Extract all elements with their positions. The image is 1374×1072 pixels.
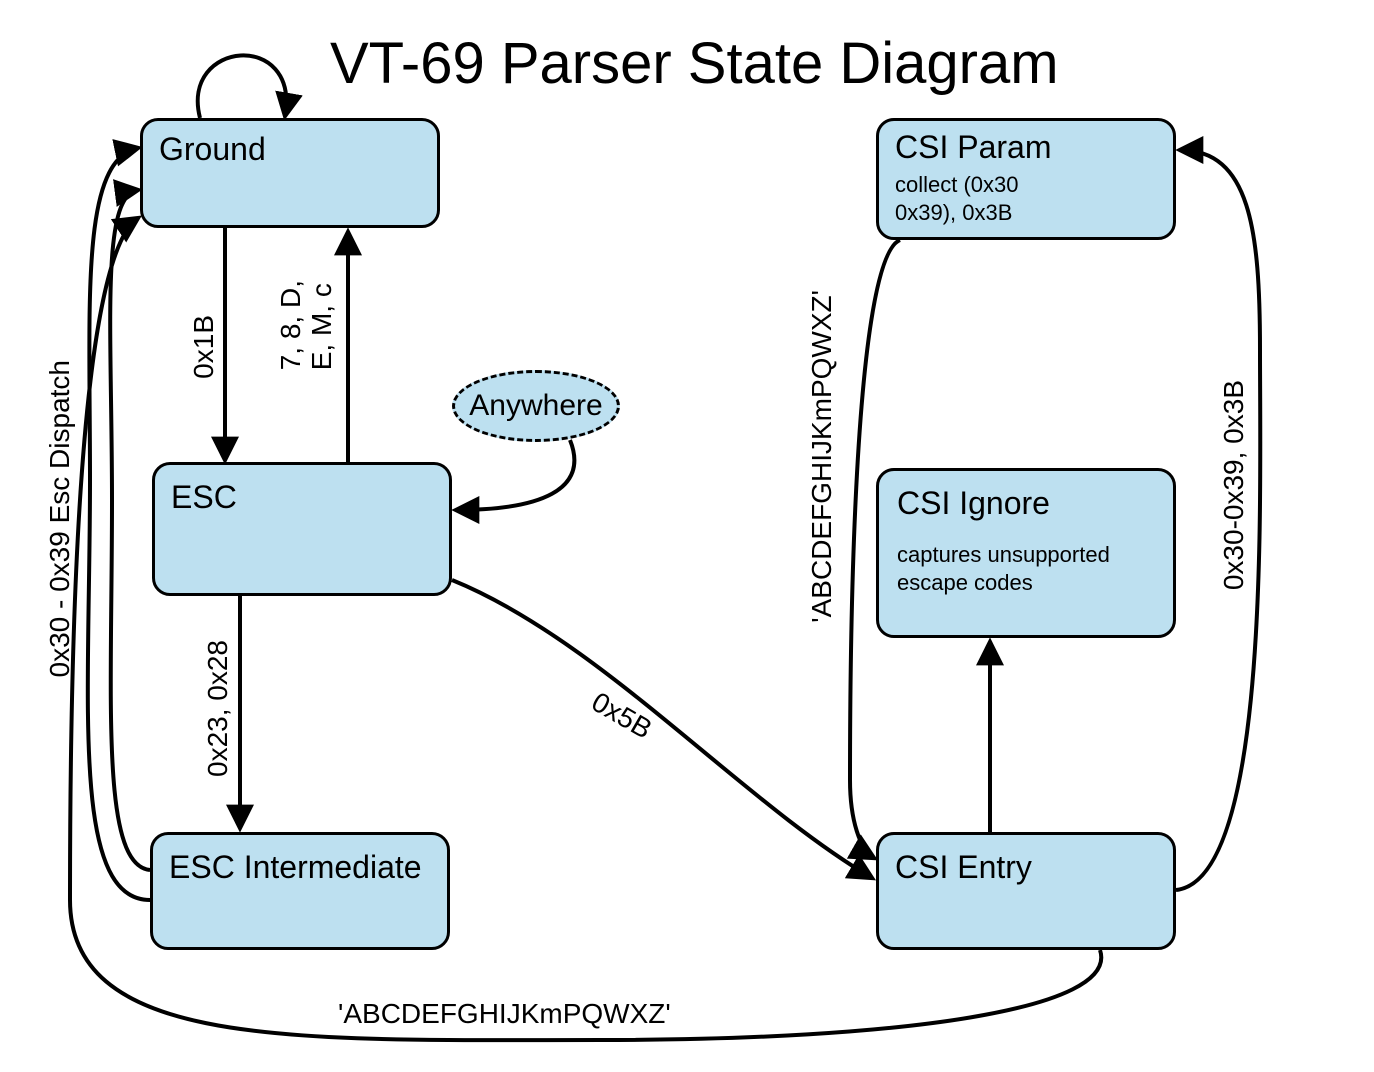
state-csi-ignore-sub: captures unsupported escape codes xyxy=(897,541,1110,596)
state-ground: Ground xyxy=(140,118,440,228)
state-ground-label: Ground xyxy=(159,131,266,168)
diagram-canvas: VT-69 Parser State Diagram Ground ESC ES… xyxy=(0,0,1374,1072)
state-csi-param: CSI Param collect (0x30 0x39), 0x3B xyxy=(876,118,1176,240)
edge-label-esc-to-csientry: 0x5B xyxy=(586,686,657,746)
state-esc-intermediate: ESC Intermediate xyxy=(150,832,450,950)
edge-label-esc-to-ground: 7, 8, D, E, M, c xyxy=(276,280,338,370)
state-csi-ignore: CSI Ignore captures unsupported escape c… xyxy=(876,468,1176,638)
state-esc-label: ESC xyxy=(171,479,237,516)
edge-escint-to-ground-b xyxy=(110,190,150,870)
edge-label-csiparam-to-ground: 'ABCDEFGHIJKmPQWXZ' xyxy=(806,290,838,623)
edge-anywhere-to-esc xyxy=(456,440,574,510)
edge-escint-to-ground-a xyxy=(88,148,150,900)
diagram-title: VT-69 Parser State Diagram xyxy=(330,30,1059,97)
edge-self-ground xyxy=(198,55,287,118)
edge-esc-to-csientry xyxy=(452,580,872,878)
state-csi-param-label: CSI Param xyxy=(895,129,1051,166)
edge-label-csientry-to-ground: 'ABCDEFGHIJKmPQWXZ' xyxy=(338,998,671,1030)
state-csi-ignore-label: CSI Ignore xyxy=(897,485,1050,522)
state-esc: ESC xyxy=(152,462,452,596)
edge-label-ground-to-esc: 0x1B xyxy=(188,315,220,379)
edge-label-esc-to-escint: 0x23, 0x28 xyxy=(202,640,234,777)
state-anywhere: Anywhere xyxy=(452,370,620,442)
state-csi-entry: CSI Entry xyxy=(876,832,1176,950)
edge-label-csientry-to-csiparam: 0x30-0x39, 0x3B xyxy=(1218,380,1250,590)
state-anywhere-label: Anywhere xyxy=(469,389,602,423)
state-csi-param-sub: collect (0x30 0x39), 0x3B xyxy=(895,171,1019,226)
state-csi-entry-label: CSI Entry xyxy=(895,849,1032,886)
state-esc-intermediate-label: ESC Intermediate xyxy=(169,849,422,886)
edge-label-escint-to-ground: 0x30 - 0x39 Esc Dispatch xyxy=(44,360,76,678)
